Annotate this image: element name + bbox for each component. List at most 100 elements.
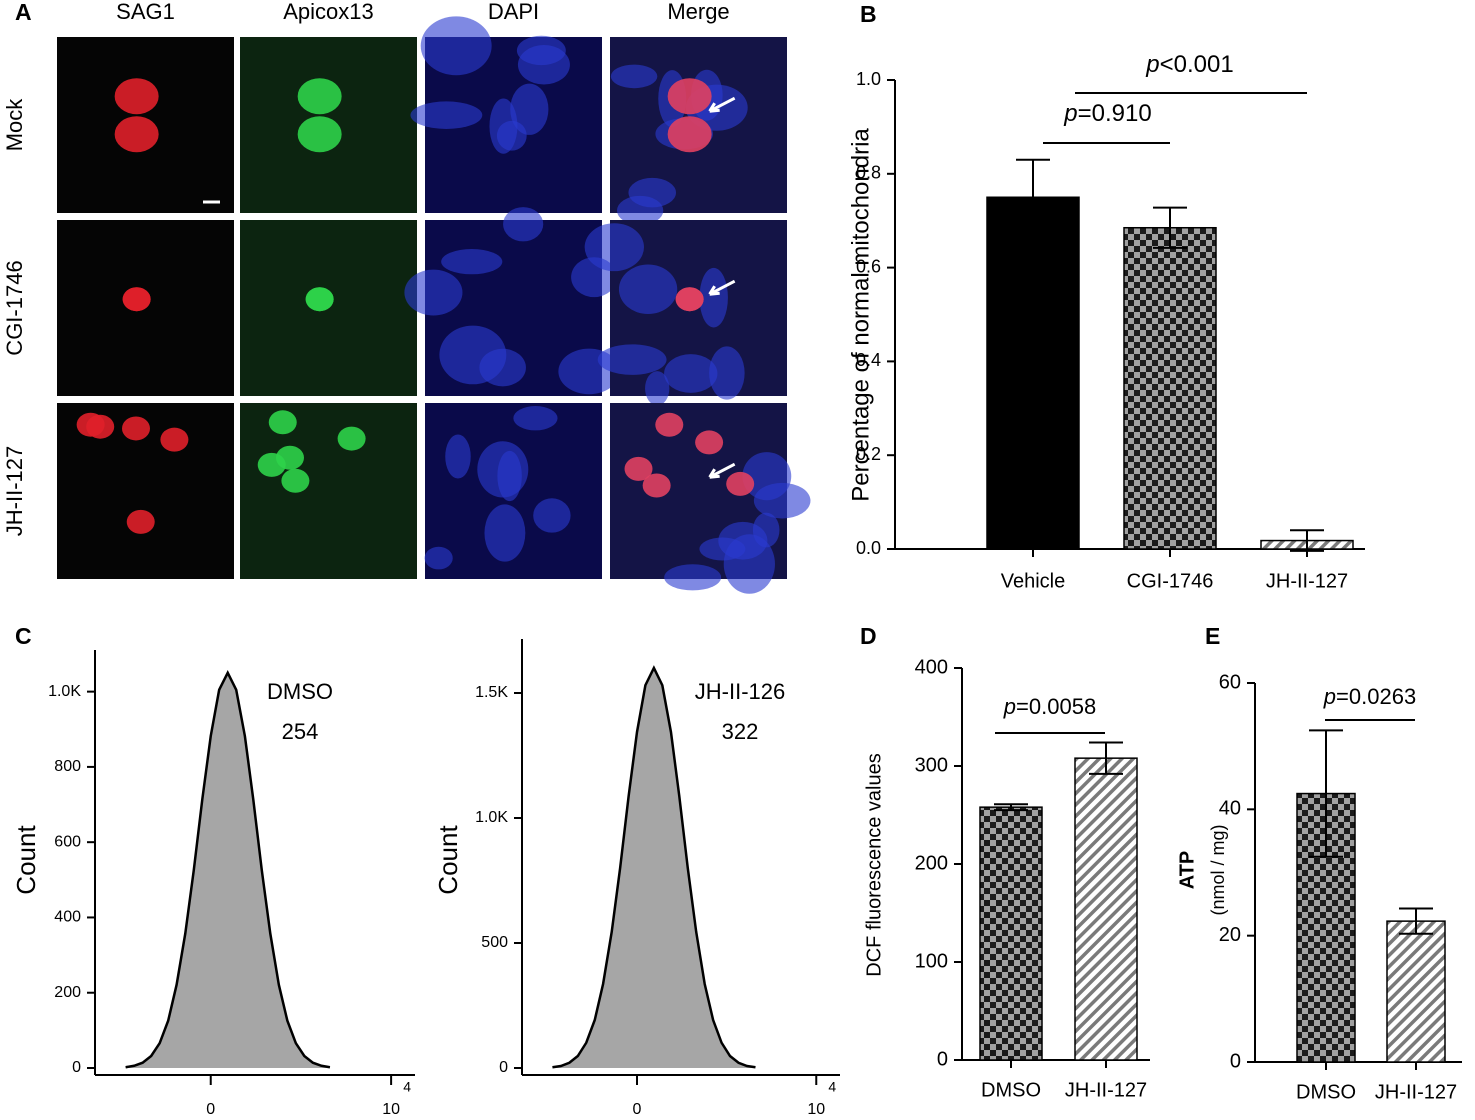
y-tick-label: 0.2 (856, 444, 881, 464)
parasite (268, 410, 297, 435)
x-tick-label: 0 (206, 1101, 215, 1118)
bar (986, 196, 1080, 550)
error-bar (1016, 158, 1050, 236)
y-tick-label: 1.0K (475, 809, 508, 826)
error-bar (1309, 729, 1343, 858)
nucleus (439, 325, 507, 385)
nucleus (618, 264, 678, 315)
y-tick-label: 300 (915, 754, 948, 776)
column-label: Apicox13 (283, 0, 374, 24)
parasite (642, 473, 671, 498)
annotation: JH-II-126 (695, 679, 785, 704)
annotation: 322 (722, 719, 759, 744)
parasite (122, 287, 151, 312)
row-label: Mock (2, 98, 27, 152)
nucleus (404, 269, 463, 316)
x-tick-label: CGI-1746 (1127, 570, 1214, 592)
parasite (297, 116, 342, 153)
y-tick-label: 1.0K (48, 683, 81, 700)
parasite (624, 456, 653, 481)
nucleus (484, 504, 526, 562)
nucleus (584, 223, 644, 272)
x-tick-label: JH-II-127 (1065, 1079, 1147, 1101)
bar (1123, 226, 1217, 550)
x-tick-label: 0 (633, 1101, 642, 1118)
y-tick-label: 100 (915, 950, 948, 972)
p-value: p=0.910 (1063, 100, 1151, 127)
x-tick-label: 10 (807, 1101, 825, 1118)
annotation: 254 (282, 719, 319, 744)
y-tick-label: 0 (72, 1059, 81, 1076)
error-bar (1399, 907, 1433, 935)
histogram-fill (552, 668, 756, 1068)
x-tick-label: JH-II-127 (1375, 1081, 1457, 1103)
error-bar (1089, 741, 1123, 775)
y-tick-label: 200 (915, 852, 948, 874)
parasite (675, 287, 704, 312)
y-tick-label: 500 (481, 934, 508, 951)
column-label: SAG1 (116, 0, 175, 24)
parasite (114, 116, 159, 153)
y-tick-label: 400 (915, 656, 948, 678)
y-tick-label: 0.6 (856, 256, 881, 276)
row-label: CGI-1746 (2, 260, 27, 355)
y-tick-label: 1.5K (475, 684, 508, 701)
nucleus (533, 498, 571, 533)
nucleus (503, 207, 544, 242)
nucleus (752, 512, 780, 548)
column-label: Merge (667, 0, 729, 24)
parasite (695, 430, 724, 455)
error-bar (1153, 206, 1187, 249)
parasite (337, 426, 366, 451)
y-tick-label: 20 (1219, 924, 1241, 946)
panel-label: C (15, 623, 32, 649)
histogram-line (125, 670, 331, 1069)
bar (1386, 920, 1446, 1063)
parasite (126, 509, 155, 534)
y-axis-label: Percentage of normal mitochondria (847, 128, 874, 502)
parasite (655, 412, 684, 437)
annotation: DMSO (267, 679, 333, 704)
nucleus (664, 564, 722, 591)
nucleus (628, 177, 677, 208)
parasite (275, 445, 304, 470)
histogram-line (552, 665, 756, 1069)
parasite (667, 78, 712, 115)
y-axis-label: ATP (1176, 851, 1198, 890)
x-tick-label: DMSO (981, 1079, 1041, 1101)
p-value: p<0.001 (1145, 51, 1233, 78)
y-tick-label: 600 (54, 833, 81, 850)
nucleus (410, 101, 483, 129)
nucleus (445, 434, 471, 479)
nucleus (645, 371, 670, 406)
panel-label: B (860, 1, 877, 27)
y-axis-label: DCF fluorescence values (863, 753, 885, 976)
arrow (708, 462, 736, 479)
p-value: p=0.0058 (1003, 694, 1096, 719)
column-label: DAPI (488, 0, 539, 24)
nucleus (441, 249, 503, 275)
x-tick-label: Vehicle (1001, 570, 1066, 592)
x-tick-label: JH-II-127 (1266, 570, 1348, 592)
parasite (281, 468, 310, 493)
parasite (76, 412, 105, 437)
y-tick-label: 60 (1219, 671, 1241, 693)
nucleus (709, 346, 745, 400)
y-tick-label: 0.4 (856, 350, 881, 370)
y-tick-label: 0.0 (856, 538, 881, 558)
histogram-fill (125, 672, 330, 1068)
parasite (726, 471, 755, 496)
parasite (121, 416, 150, 441)
nucleus (510, 83, 549, 135)
nucleus (699, 267, 728, 328)
y-tick-label: 0 (499, 1059, 508, 1076)
parasite (305, 287, 334, 312)
parasite (114, 78, 159, 115)
p-value: p=0.0263 (1323, 684, 1416, 709)
panel-label: D (860, 623, 877, 649)
y-tick-label: 800 (54, 758, 81, 775)
y-tick-label: 40 (1219, 798, 1241, 820)
parasite (297, 78, 342, 115)
arrow (708, 96, 736, 113)
